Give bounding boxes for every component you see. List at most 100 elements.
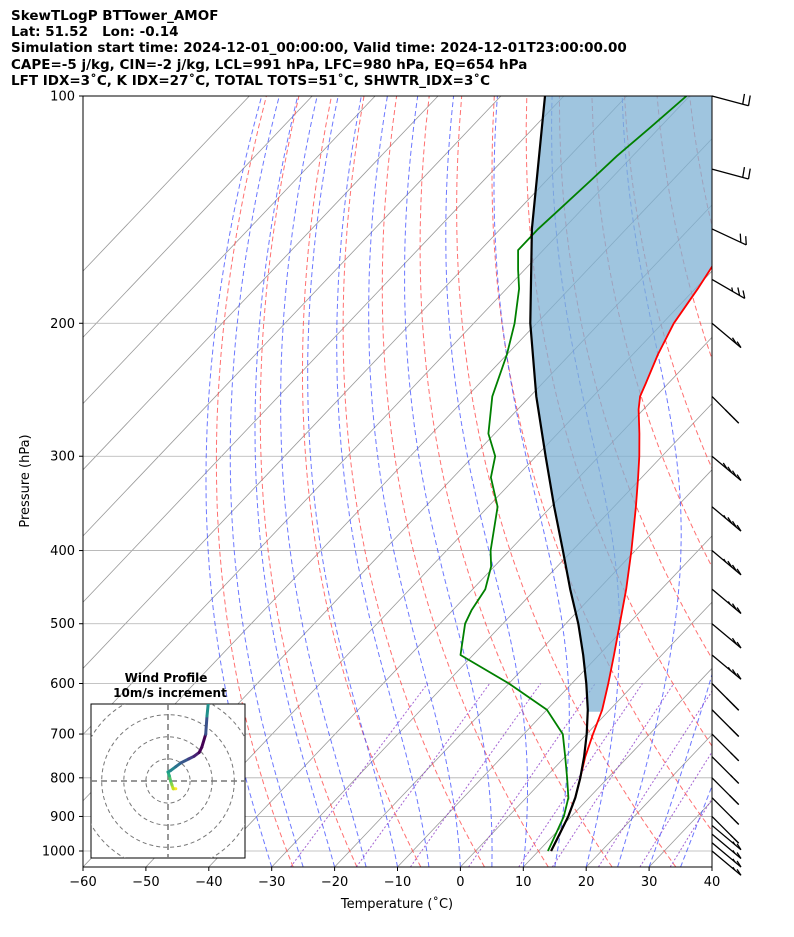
moist-adiabat-line: [307, 96, 398, 867]
isotherm-line: [711, 866, 712, 867]
moist-adiabat-line: [368, 96, 461, 867]
x-tick-label: −50: [132, 875, 159, 890]
dry-adiabat-line: [342, 96, 485, 867]
y-tick-label: 600: [50, 677, 75, 692]
hodograph-rings: [91, 704, 245, 858]
isotherm-line: [523, 667, 712, 867]
dry-adiabat-line: [722, 96, 794, 867]
dry-adiabat-line: [456, 96, 677, 867]
x-tick-label: −40: [195, 875, 222, 890]
mixing-ratio-line: [669, 797, 712, 867]
parcel-profile-line: [529, 96, 589, 852]
hodograph-subtitle: 10m/s increment: [113, 686, 227, 700]
y-axis-label: Pressure (hPa): [18, 434, 33, 527]
x-tick-label: −30: [258, 875, 285, 890]
y-tick-label: 300: [50, 450, 75, 465]
y-tick-label: 900: [50, 810, 75, 825]
dry-adiabat-line: [755, 96, 794, 867]
temperature-profile-line: [550, 265, 712, 852]
wind-barb: [711, 166, 751, 180]
dry-adiabat-line: [591, 96, 712, 568]
figure-title-times: Simulation start time: 2024-12-01_00:00:…: [11, 40, 627, 56]
wind-barb: [711, 777, 740, 806]
isotherm-line: [585, 733, 712, 867]
wind-barb: [711, 842, 742, 868]
y-tick-label: 1000: [42, 845, 75, 860]
moist-adiabat-line: [280, 96, 367, 867]
dry-adiabat-line: [525, 96, 712, 747]
x-tick-label: 40: [704, 875, 721, 890]
hodograph-ring: [145, 758, 191, 804]
mixing-ratio-line: [355, 683, 491, 867]
wind-barb: [711, 588, 742, 614]
wind-barb: [711, 683, 740, 711]
moist-adiabat-line: [493, 96, 570, 867]
x-tick-label: 30: [641, 875, 658, 890]
wind-barb: [711, 93, 751, 107]
wind-barb: [711, 709, 740, 737]
wind-barb: [711, 833, 742, 859]
y-axis-ticks: 100 200 300 400 500 600 700 800 900 1000: [42, 90, 83, 860]
wind-barb: [711, 850, 742, 876]
wind-barb: [711, 550, 742, 576]
isotherm-line: [83, 96, 439, 471]
mixing-ratio-line: [468, 683, 596, 867]
hodograph-inset: Wind Profile 10m/s increment: [90, 671, 246, 859]
mixing-ratio-line: [290, 683, 428, 867]
wind-barb: [711, 623, 742, 649]
mixing-ratio-line: [518, 683, 643, 867]
dewpoint-profile-line: [459, 96, 688, 852]
hodograph-trace: [166, 704, 210, 791]
profile-lines-layer: [459, 96, 712, 852]
dry-adiabat-line: [381, 96, 549, 867]
moist-adiabat-line: [404, 96, 493, 867]
moist-adiabat-line: [254, 96, 336, 867]
mixing-ratio-line: [551, 683, 675, 867]
isotherm-line: [334, 469, 712, 867]
x-tick-label: −10: [384, 875, 411, 890]
y-tick-label: 700: [50, 728, 75, 743]
x-tick-label: 20: [578, 875, 595, 890]
x-tick-label: 10: [515, 875, 532, 890]
isotherm-line: [460, 601, 712, 867]
hodograph-segment: [204, 714, 209, 736]
isotherm-line: [397, 535, 712, 867]
dry-adiabat-line: [259, 96, 358, 867]
figure-title-station: SkewTLogP BTTower_AMOF: [11, 8, 219, 24]
moist-adiabat-line: [336, 96, 430, 867]
wind-barb: [711, 322, 742, 349]
cape-shaded-area: [530, 96, 712, 712]
wind-barb: [711, 797, 740, 825]
dry-adiabat-line: [215, 96, 294, 867]
figure-title-indices: CAPE=-5 j/kg, CIN=-2 j/kg, LCL=991 hPa, …: [11, 57, 528, 73]
x-tick-label: −60: [69, 875, 96, 890]
cape-area-layer: [530, 96, 712, 712]
moist-adiabat-line: [711, 865, 712, 867]
x-axis-ticks: −60 −50 −40 −30 −20 −10 0 10 20 30 40: [69, 867, 720, 890]
figure-title-location: Lat: 51.52 Lon: -0.14: [11, 24, 179, 40]
wind-barb: [711, 278, 746, 299]
isotherm-line: [83, 96, 313, 338]
y-tick-label: 200: [50, 317, 75, 332]
wind-barb: [711, 824, 742, 851]
mixing-ratio-line: [597, 690, 712, 867]
x-axis-label: Temperature (˚C): [340, 896, 453, 912]
wind-barb: [711, 654, 742, 680]
wind-barb: [711, 455, 742, 482]
y-tick-label: 800: [50, 771, 75, 786]
moist-adiabat-line: [445, 96, 528, 867]
isotherm-line: [83, 96, 565, 603]
y-tick-label: 400: [50, 544, 75, 559]
mixing-ratio-line: [639, 751, 712, 867]
isotherm-line: [83, 96, 502, 537]
moist-adiabat-line: [617, 96, 682, 867]
wind-barb: [711, 733, 740, 762]
moist-adiabat-line: [680, 784, 712, 867]
y-tick-label: 500: [50, 617, 75, 632]
moist-adiabat-line: [205, 96, 273, 867]
wind-barb: [711, 506, 742, 532]
isotherm-line: [145, 270, 712, 867]
moist-adiabat-line: [229, 96, 304, 867]
